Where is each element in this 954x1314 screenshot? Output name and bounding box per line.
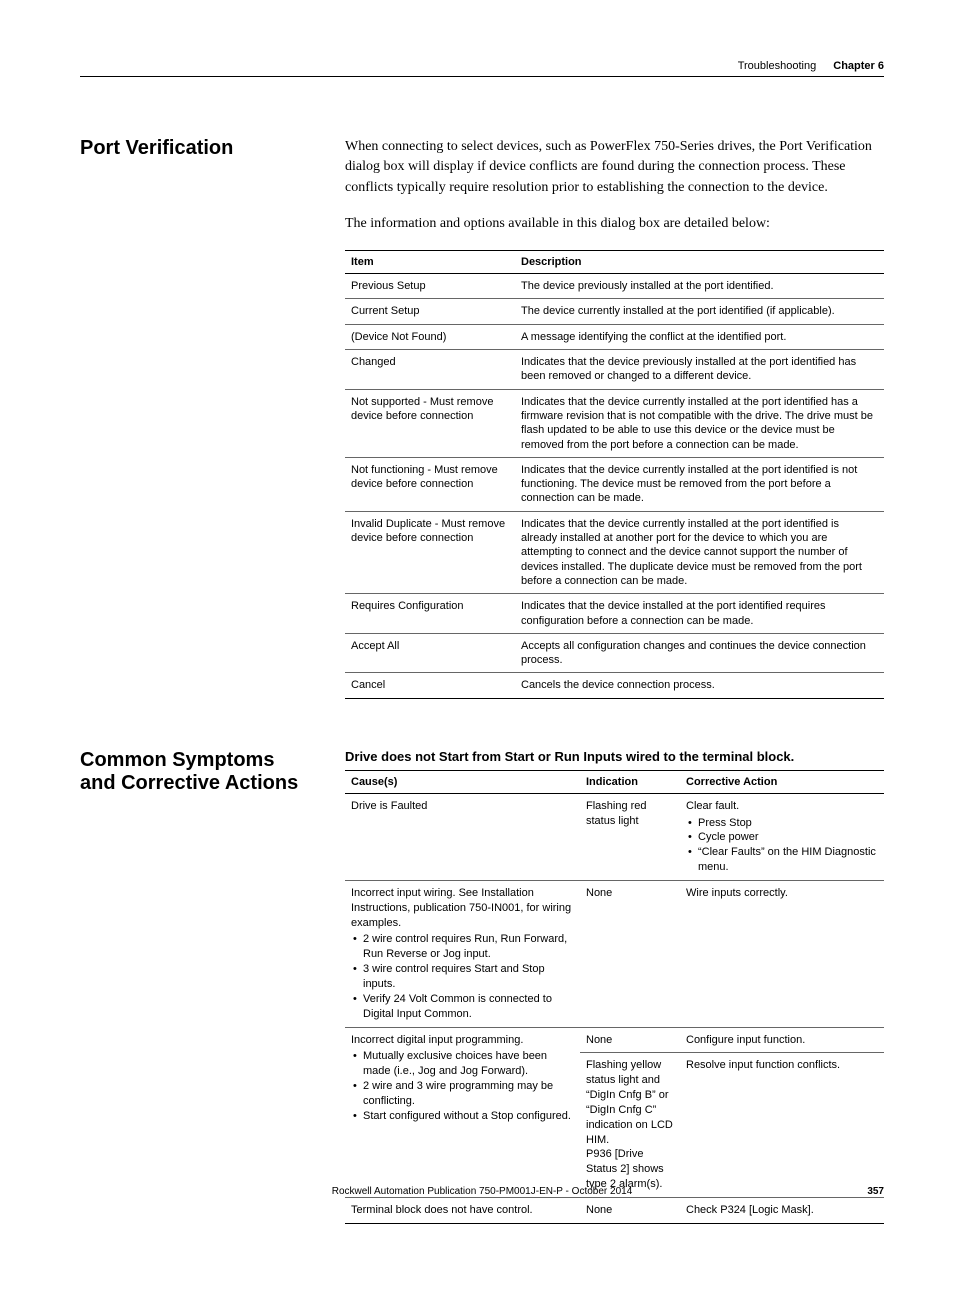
cell-action: Resolve input function conflicts. [680,1053,884,1198]
cell-desc: Indicates that the device currently inst… [515,389,884,457]
cell-desc: Indicates that the device installed at t… [515,594,884,634]
cell-cause: Incorrect input wiring. See Installation… [345,880,580,1027]
table-header: Indication [580,770,680,793]
cell-cause: Terminal block does not have control. [345,1197,580,1223]
cell-item: (Device Not Found) [345,324,515,349]
list-item: “Clear Faults” on the HIM Diagnostic men… [686,845,878,875]
cell-cause: Incorrect digital input programming. Mut… [345,1027,580,1197]
port-verification-section: Port Verification When connecting to sel… [80,137,884,699]
body-paragraph: When connecting to select devices, such … [345,137,884,198]
cell-desc: Indicates that the device previously ins… [515,350,884,390]
table-row: CancelCancels the device connection proc… [345,673,884,698]
table-row: (Device Not Found)A message identifying … [345,324,884,349]
table-header: Item [345,251,515,274]
table-row: Requires ConfigurationIndicates that the… [345,594,884,634]
symptoms-section: Common Symptoms and Corrective Actions D… [80,749,884,1224]
table-row: Terminal block does not have control. No… [345,1197,884,1223]
table-row: Incorrect digital input programming. Mut… [345,1027,884,1053]
cell-action: Wire inputs correctly. [680,880,884,1027]
page-footer: Rockwell Automation Publication 750-PM00… [0,1186,954,1197]
cell-desc: Cancels the device connection process. [515,673,884,698]
table-header: Cause(s) [345,770,580,793]
table-header: Corrective Action [680,770,884,793]
list-item: Start configured without a Stop configur… [351,1109,574,1124]
cell-action: Check P324 [Logic Mask]. [680,1197,884,1223]
cell-desc: Accepts all configuration changes and co… [515,633,884,673]
cell-item: Current Setup [345,299,515,324]
cell-cause: Drive is Faulted [345,793,580,880]
cell-desc: Indicates that the device currently inst… [515,457,884,511]
header-section: Troubleshooting [738,60,816,72]
footer-publication: Rockwell Automation Publication 750-PM00… [120,1186,844,1197]
cell-action: Clear fault. Press StopCycle power“Clear… [680,793,884,880]
table-row: Current SetupThe device currently instal… [345,299,884,324]
items-table: Item Description Previous SetupThe devic… [345,250,884,699]
table-row: Not supported - Must remove device befor… [345,389,884,457]
sub-heading: Drive does not Start from Start or Run I… [345,749,884,764]
cell-indication: Flashing yellow status light and “DigIn … [580,1053,680,1198]
header-chapter: Chapter 6 [833,60,884,72]
footer-page-number: 357 [844,1186,884,1197]
cell-indication: None [580,1027,680,1053]
cell-desc: The device currently installed at the po… [515,299,884,324]
cell-item: Not functioning - Must remove device bef… [345,457,515,511]
cell-action: Configure input function. [680,1027,884,1053]
cell-item: Previous Setup [345,274,515,299]
list-item: Verify 24 Volt Common is connected to Di… [351,992,574,1022]
table-row: Invalid Duplicate - Must remove device b… [345,511,884,593]
cell-indication: None [580,880,680,1027]
cell-item: Not supported - Must remove device befor… [345,389,515,457]
table-row: Drive is Faulted Flashing red status lig… [345,793,884,880]
cell-indication: None [580,1197,680,1223]
symptoms-table: Cause(s) Indication Corrective Action Dr… [345,770,884,1224]
section-title: Port Verification [80,137,315,160]
cell-desc: A message identifying the conflict at th… [515,324,884,349]
cell-item: Requires Configuration [345,594,515,634]
table-row: Accept AllAccepts all configuration chan… [345,633,884,673]
cell-item: Changed [345,350,515,390]
body-paragraph: The information and options available in… [345,214,884,234]
cell-item: Cancel [345,673,515,698]
list-item: Cycle power [686,830,878,845]
section-title: Common Symptoms and Corrective Actions [80,749,315,795]
table-row: Previous SetupThe device previously inst… [345,274,884,299]
table-row: Incorrect input wiring. See Installation… [345,880,884,1027]
table-row: Not functioning - Must remove device bef… [345,457,884,511]
table-row: ChangedIndicates that the device previou… [345,350,884,390]
cell-desc: The device previously installed at the p… [515,274,884,299]
list-item: Mutually exclusive choices have been mad… [351,1049,574,1079]
table-header: Description [515,251,884,274]
page-header: Troubleshooting Chapter 6 [80,60,884,77]
list-item: Press Stop [686,816,878,831]
list-item: 3 wire control requires Start and Stop i… [351,962,574,992]
cell-desc: Indicates that the device currently inst… [515,511,884,593]
cell-item: Accept All [345,633,515,673]
list-item: 2 wire and 3 wire programming may be con… [351,1079,574,1109]
cell-indication: Flashing red status light [580,793,680,880]
cell-item: Invalid Duplicate - Must remove device b… [345,511,515,593]
list-item: 2 wire control requires Run, Run Forward… [351,932,574,962]
